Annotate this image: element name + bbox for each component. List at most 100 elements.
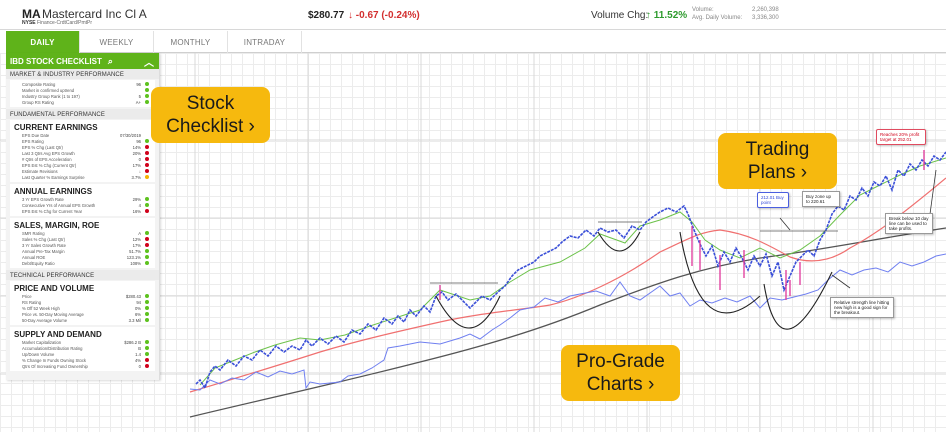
checklist-row[interactable]: SMR Rating A bbox=[14, 230, 151, 236]
status-dot-icon bbox=[145, 352, 149, 356]
checklist-row-label: Debt/Equity Ratio bbox=[22, 260, 55, 266]
status-dot-icon bbox=[145, 312, 149, 316]
pro-grade-charts-callout[interactable]: Pro-Grade Charts › bbox=[561, 345, 680, 401]
status-dot-icon bbox=[145, 209, 149, 213]
volume-label: Volume: bbox=[692, 7, 714, 13]
checklist-row-value: $280.43 bbox=[125, 293, 141, 299]
checklist-row-value: 0 bbox=[138, 363, 141, 369]
checklist-row-value: 17% bbox=[132, 242, 141, 248]
checklist-row[interactable]: RS Rating 94 bbox=[14, 299, 151, 305]
checklist-row-label: EPS Due Date bbox=[22, 132, 50, 138]
status-dot-icon bbox=[145, 151, 149, 155]
tab-monthly[interactable]: MONTHLY bbox=[154, 31, 228, 53]
checklist-section-title: FUNDAMENTAL PERFORMANCE bbox=[6, 109, 159, 119]
checklist-row[interactable]: Group RS Rating A+ bbox=[14, 99, 151, 105]
checklist-row-value: 0% bbox=[134, 305, 141, 311]
checklist-row[interactable]: 3 Yr EPS Growth Rate 29% bbox=[14, 196, 151, 202]
checklist-row[interactable]: Up/Down Volume 1.4 bbox=[14, 351, 151, 357]
status-dot-icon bbox=[145, 88, 149, 92]
checklist-row[interactable]: Consecutive Yrs of Annual EPS Growth 4 bbox=[14, 202, 151, 208]
checklist-row-value: ↓ bbox=[138, 168, 141, 174]
down-arrow-icon: ↓ bbox=[348, 10, 353, 21]
checklist-row[interactable]: Debt/Equity Ratio 108% bbox=[14, 260, 151, 266]
checklist-row-value: 1.4 bbox=[135, 351, 141, 357]
checklist-row[interactable]: EPS Est % Chg for Current Year 16% bbox=[14, 208, 151, 214]
checklist-row[interactable]: Accumulation/Distribution Rating B bbox=[14, 345, 151, 351]
checklist-row[interactable]: # Qtrs of EPS Acceleration 0 bbox=[14, 156, 151, 162]
status-dot-icon bbox=[145, 139, 149, 143]
checklist-row[interactable]: Estimate Revisions ↓ bbox=[14, 168, 151, 174]
tab-daily[interactable]: DAILY bbox=[6, 31, 80, 53]
checklist-row[interactable]: % Off 52 Week High 0% bbox=[14, 305, 151, 311]
volume-labels: Volume: Avg. Daily Volume: bbox=[692, 6, 742, 22]
checklist-row-label: 3 Yr EPS Growth Rate bbox=[22, 196, 64, 202]
checklist-row-value: 20% bbox=[132, 150, 141, 156]
ticker-symbol: MA bbox=[22, 7, 41, 21]
checklist-row-value: 12% bbox=[132, 236, 141, 242]
checklist-row-value: 29% bbox=[132, 196, 141, 202]
search-icon[interactable]: ⌕ bbox=[107, 55, 113, 66]
checklist-row[interactable]: EPS Rating 96 bbox=[14, 138, 151, 144]
exchange: NYSE bbox=[22, 20, 36, 26]
status-dot-icon bbox=[145, 255, 149, 259]
checklist-row[interactable]: Market in confirmed uptrend bbox=[14, 87, 151, 93]
checklist-row[interactable]: Industry Group Rank (1 to 197) 5 bbox=[14, 93, 151, 99]
price-bars bbox=[195, 151, 946, 390]
tab-intraday[interactable]: INTRADAY bbox=[228, 31, 302, 53]
checklist-row-label: 50-Day Average Volume bbox=[22, 317, 68, 323]
checklist-row-value: 96 bbox=[136, 81, 141, 87]
stock-price: $280.77 bbox=[308, 10, 345, 21]
callout-line-2: Checklist › bbox=[166, 116, 255, 137]
status-dot-icon bbox=[145, 306, 149, 310]
checklist-row-value: A bbox=[138, 230, 141, 236]
chevron-up-icon[interactable]: ︿ bbox=[144, 58, 154, 69]
checklist-row-value: 14% bbox=[132, 144, 141, 150]
up-arrow-icon: ↑ bbox=[646, 10, 651, 21]
rs-line-note: Relative strength line hitting new high … bbox=[830, 297, 894, 318]
checklist-group: SUPPLY AND DEMAND Market Capitalization $2… bbox=[10, 327, 155, 371]
checklist-row-value: 123.1% bbox=[126, 254, 141, 260]
checklist-row-label: Industry Group Rank (1 to 197) bbox=[22, 93, 80, 99]
tab-weekly[interactable]: WEEKLY bbox=[80, 31, 154, 53]
status-dot-icon bbox=[145, 300, 149, 304]
status-dot-icon bbox=[145, 261, 149, 265]
checklist-row[interactable]: Annual ROE 123.1% bbox=[14, 254, 151, 260]
checklist-row[interactable]: Last 3 Qtrs Avg EPS Growth 20% bbox=[14, 150, 151, 156]
checklist-row[interactable]: Price vs. 50-Day Moving Average 6% bbox=[14, 311, 151, 317]
checklist-group: Composite Rating 96 Market in confirmed up… bbox=[10, 80, 155, 107]
checklist-row[interactable]: Last Quarter % Earnings Surprise 3.7% bbox=[14, 174, 151, 180]
stock-checklist-callout[interactable]: Stock Checklist › bbox=[151, 87, 270, 143]
checklist-section-title: MARKET & INDUSTRY PERFORMANCE bbox=[6, 69, 159, 79]
checklist-row-label: Estimate Revisions bbox=[22, 168, 58, 174]
checklist-row[interactable]: Annual Pre-Tax Margin 51.7% bbox=[14, 248, 151, 254]
volume-change-value: 11.52% bbox=[653, 10, 688, 21]
trading-plans-callout[interactable]: Trading Plans › bbox=[718, 133, 837, 189]
checklist-row-label: Up/Down Volume bbox=[22, 351, 55, 357]
checklist-row[interactable]: 3 Yr Sales Growth Rate 17% bbox=[14, 242, 151, 248]
checklist-row-value: 6% bbox=[134, 311, 141, 317]
checklist-row[interactable]: % Change In Funds Owning Stock 4% bbox=[14, 357, 151, 363]
stock-header: MA Mastercard Inc Cl A NYSE Finance-Crdt… bbox=[0, 0, 946, 30]
checklist-row[interactable]: EPS % Chg (Last Qtr) 14% bbox=[14, 144, 151, 150]
status-dot-icon bbox=[145, 231, 149, 235]
checklist-row-value: 108% bbox=[130, 260, 141, 266]
checklist-row-label: Price bbox=[22, 293, 32, 299]
stock-checklist-panel: IBD STOCK CHECKLIST ⌕ ︿ MARKET & INDUSTR… bbox=[6, 53, 160, 380]
checklist-row[interactable]: Composite Rating 96 bbox=[14, 81, 151, 87]
checklist-row[interactable]: Market Capitalization $286.2 B bbox=[14, 339, 151, 345]
checklist-row[interactable]: EPS Est % Chg (Current Qtr) 17% bbox=[14, 162, 151, 168]
checklist-row-label: EPS Est % Chg for Current Year bbox=[22, 208, 83, 214]
checklist-row-value: B bbox=[138, 345, 141, 351]
checklist-row-label: Annual ROE bbox=[22, 254, 46, 260]
checklist-header: IBD STOCK CHECKLIST ⌕ ︿ bbox=[6, 53, 159, 69]
checklist-row[interactable]: EPS Due Date 07/30/2019 bbox=[14, 132, 151, 138]
status-dot-icon bbox=[145, 358, 149, 362]
avg-volume-label: Avg. Daily Volume: bbox=[692, 15, 743, 21]
checklist-row[interactable]: Qtrs Of Increasing Fund Ownership 0 bbox=[14, 363, 151, 369]
company-name: Mastercard Inc Cl A bbox=[42, 7, 147, 21]
checklist-row[interactable]: Price $280.43 bbox=[14, 293, 151, 299]
checklist-row[interactable]: 50-Day Average Volume 3.3 Mil bbox=[14, 317, 151, 323]
checklist-group-title: SUPPLY AND DEMAND bbox=[14, 330, 102, 339]
checklist-row[interactable]: Sales % Chg (Last Qtr) 12% bbox=[14, 236, 151, 242]
callout-line-2: Plans › bbox=[747, 162, 808, 183]
